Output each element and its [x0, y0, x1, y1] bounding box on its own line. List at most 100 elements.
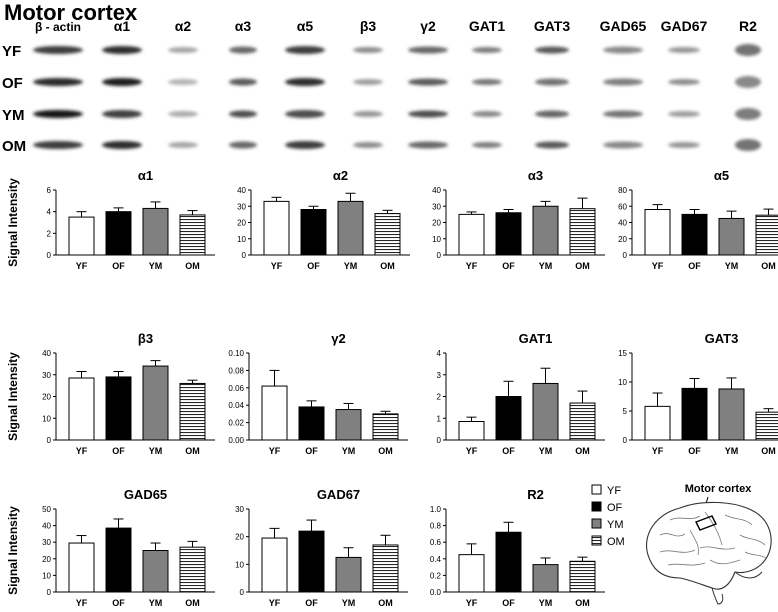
- x-tick-label: YM: [725, 261, 739, 271]
- x-tick-label: YF: [466, 261, 478, 271]
- chart-title: R2: [527, 487, 544, 502]
- x-tick-label: OF: [112, 261, 125, 271]
- blot-band: [168, 111, 198, 117]
- y-tick-label: 4: [47, 208, 52, 217]
- x-tick-label: OF: [688, 261, 701, 271]
- blot-band: [472, 47, 502, 53]
- x-tick-label: YM: [149, 446, 163, 456]
- x-tick-label: YF: [76, 261, 88, 271]
- x-tick-label: OM: [380, 261, 395, 271]
- bar-of: [299, 407, 324, 440]
- bar-chart: β3 0 10 20 30 40 YF OF YM OM Signal Intensity: [6, 331, 215, 456]
- y-tick-label: 0: [623, 251, 628, 260]
- blot-band: [735, 139, 761, 151]
- bar-ym: [533, 565, 558, 592]
- blot-band: [229, 111, 257, 118]
- bar-yf: [459, 214, 484, 255]
- bar-yf: [262, 386, 287, 440]
- blot-band: [535, 142, 569, 149]
- y-tick-label: 50: [42, 505, 51, 514]
- bar-chart: α2010203040YF OF YM OM: [237, 168, 410, 271]
- bar-chart: GAD670102030YF OF YM OM: [235, 487, 408, 608]
- chart-title: α3: [528, 168, 543, 183]
- legend-swatch: [592, 519, 601, 528]
- y-tick-label: 40: [432, 186, 441, 195]
- chart-title: α5: [714, 168, 729, 183]
- x-tick-label: YF: [269, 446, 281, 456]
- bar-om: [756, 412, 778, 440]
- blot-column-label: β - actin: [35, 20, 81, 34]
- bar-of: [496, 213, 521, 255]
- bar-yf: [459, 422, 484, 440]
- y-tick-label: 0: [437, 436, 442, 445]
- y-tick-label: 40: [42, 522, 51, 531]
- blot-band: [408, 47, 448, 54]
- y-tick-label: 30: [235, 505, 244, 514]
- blot-band: [408, 142, 448, 149]
- legend-swatch: [592, 502, 601, 511]
- y-tick-label: 30: [42, 371, 51, 380]
- blot-band: [33, 78, 83, 86]
- y-tick-label: 15: [618, 349, 627, 358]
- x-tick-label: YM: [539, 446, 553, 456]
- blot-band: [285, 46, 325, 54]
- blot-band: [168, 79, 198, 85]
- y-tick-label: 0.0: [430, 588, 442, 597]
- chart-title: β3: [138, 331, 153, 346]
- blot-band: [353, 79, 383, 85]
- legend-swatch: [592, 536, 601, 545]
- y-tick-label: 40: [42, 349, 51, 358]
- bar-chart: α3 0 10 20 30 40 YF OF YM OM: [432, 168, 605, 271]
- blot-band: [603, 142, 643, 149]
- x-tick-label: OM: [185, 446, 200, 456]
- bar-om: [570, 403, 595, 440]
- y-tick-label: 4: [437, 349, 442, 358]
- bar-ym: [338, 201, 363, 255]
- y-tick-label: 0.02: [228, 419, 244, 428]
- chart-title: α2: [333, 168, 348, 183]
- brain-illustration: Motor cortex: [647, 483, 772, 604]
- x-tick-label: OF: [112, 446, 125, 456]
- blot-column-label: GAD67: [661, 18, 708, 34]
- y-tick-label: 0.2: [430, 571, 442, 580]
- western-blot: β - actin α1 α2 α3 α5 β3 γ2 GAT1 GAT3 GAD65 GAD67 R…: [2, 18, 761, 155]
- blot-column-label: α3: [235, 18, 252, 34]
- bar-om: [570, 209, 595, 255]
- x-tick-label: OM: [575, 446, 590, 456]
- blot-band: [353, 142, 383, 148]
- y-tick-label: 0.4: [430, 555, 442, 564]
- bar-yf: [645, 406, 670, 440]
- bar-of: [106, 528, 131, 592]
- bar-of: [299, 531, 324, 592]
- legend-label: YF: [607, 485, 621, 497]
- bar-om: [180, 383, 205, 440]
- blot-band: [603, 79, 643, 86]
- y-tick-label: 0: [47, 436, 52, 445]
- legend: YFOFYMOM: [592, 485, 625, 548]
- blot-column-label: GAT3: [534, 18, 571, 34]
- blot-band: [285, 141, 325, 149]
- blot-band: [472, 142, 502, 148]
- y-tick-label: 0.08: [228, 366, 244, 375]
- blot-band: [33, 110, 83, 118]
- blot-column-label: α2: [175, 18, 192, 34]
- bar-ym: [533, 383, 558, 440]
- y-tick-label: 10: [237, 235, 246, 244]
- y-tick-label: 20: [235, 533, 244, 542]
- blot-column-label: α1: [114, 18, 131, 34]
- bar-ym: [143, 208, 168, 255]
- bar-yf: [264, 201, 289, 255]
- bar-ym: [143, 366, 168, 440]
- bar-yf: [262, 538, 287, 592]
- y-tick-label: 1.0: [430, 505, 442, 514]
- chart-title: GAT3: [705, 331, 739, 346]
- x-tick-label: OM: [185, 261, 200, 271]
- x-tick-label: YF: [271, 261, 283, 271]
- y-tick-label: 10: [235, 560, 244, 569]
- bar-om: [180, 547, 205, 592]
- blot-band: [735, 108, 761, 120]
- blot-band: [229, 47, 257, 54]
- x-tick-label: YM: [344, 261, 358, 271]
- chart-title: GAT1: [519, 331, 553, 346]
